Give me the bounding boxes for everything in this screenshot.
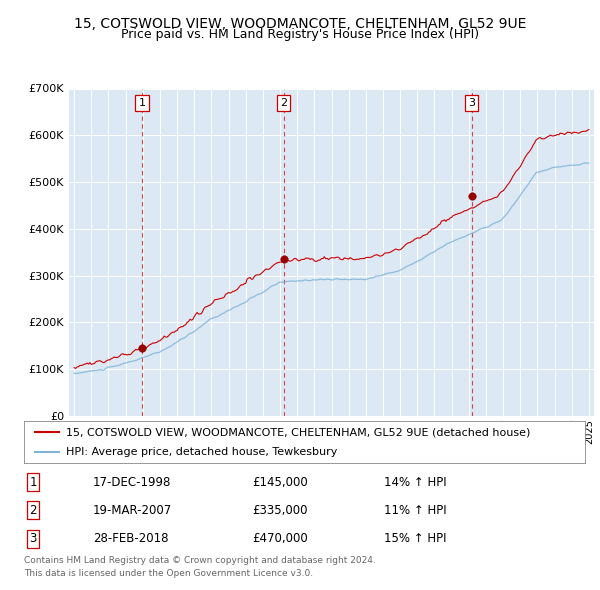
- Text: £470,000: £470,000: [252, 532, 308, 545]
- Text: 11% ↑ HPI: 11% ↑ HPI: [384, 504, 446, 517]
- Text: 3: 3: [468, 99, 475, 108]
- Text: 15, COTSWOLD VIEW, WOODMANCOTE, CHELTENHAM, GL52 9UE: 15, COTSWOLD VIEW, WOODMANCOTE, CHELTENH…: [74, 17, 526, 31]
- Text: Price paid vs. HM Land Registry's House Price Index (HPI): Price paid vs. HM Land Registry's House …: [121, 28, 479, 41]
- Text: This data is licensed under the Open Government Licence v3.0.: This data is licensed under the Open Gov…: [24, 569, 313, 578]
- Text: 1: 1: [29, 476, 37, 489]
- Text: 3: 3: [29, 532, 37, 545]
- Text: £145,000: £145,000: [252, 476, 308, 489]
- Text: Contains HM Land Registry data © Crown copyright and database right 2024.: Contains HM Land Registry data © Crown c…: [24, 556, 376, 565]
- Text: 15, COTSWOLD VIEW, WOODMANCOTE, CHELTENHAM, GL52 9UE (detached house): 15, COTSWOLD VIEW, WOODMANCOTE, CHELTENH…: [66, 427, 530, 437]
- Text: HPI: Average price, detached house, Tewkesbury: HPI: Average price, detached house, Tewk…: [66, 447, 337, 457]
- Text: 1: 1: [139, 99, 146, 108]
- Text: 17-DEC-1998: 17-DEC-1998: [93, 476, 172, 489]
- Text: 19-MAR-2007: 19-MAR-2007: [93, 504, 172, 517]
- Text: 2: 2: [280, 99, 287, 108]
- Text: 14% ↑ HPI: 14% ↑ HPI: [384, 476, 446, 489]
- Text: 28-FEB-2018: 28-FEB-2018: [93, 532, 169, 545]
- Text: 2: 2: [29, 504, 37, 517]
- Text: 15% ↑ HPI: 15% ↑ HPI: [384, 532, 446, 545]
- Text: £335,000: £335,000: [252, 504, 308, 517]
